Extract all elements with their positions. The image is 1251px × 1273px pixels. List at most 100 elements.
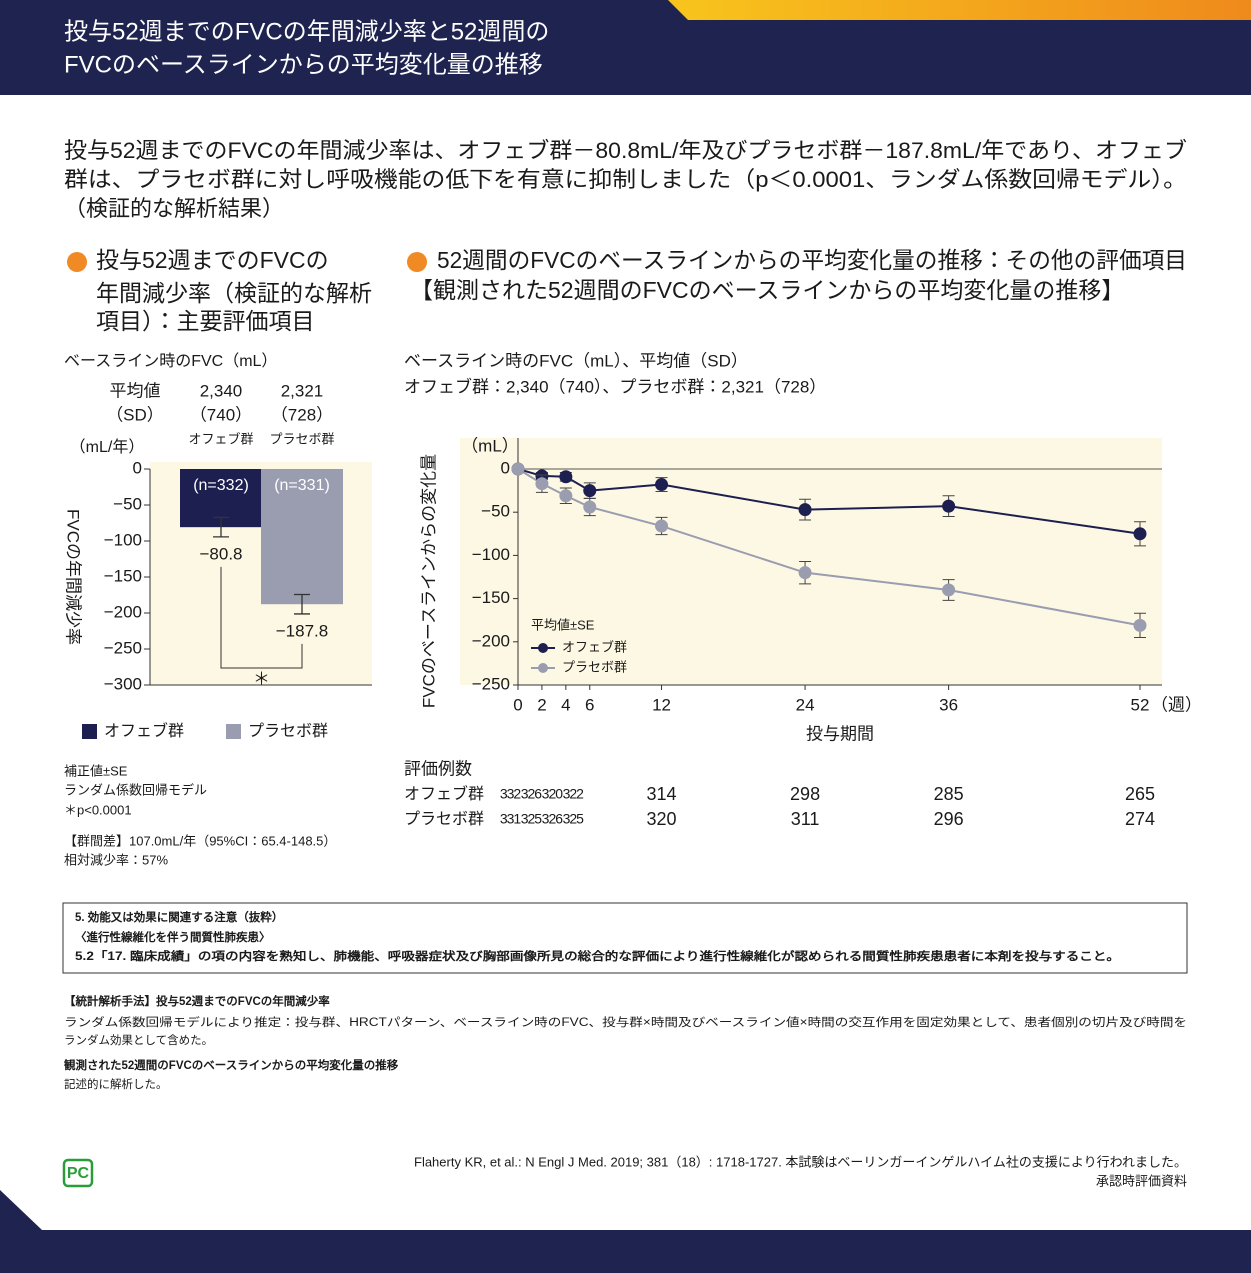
significance-bracket — [220, 566, 303, 669]
data-point — [942, 499, 956, 513]
baseline-title: ベースライン時のFVC（mL） — [64, 352, 277, 370]
x-tick-label: 12 — [652, 695, 671, 714]
data-point — [1133, 618, 1147, 632]
data-point — [559, 489, 573, 503]
table-row-name: プラセボ群 — [404, 810, 484, 828]
legend-swatch — [226, 724, 241, 739]
table-cell: 320 — [647, 809, 677, 829]
x-tick-label: 2 — [537, 695, 546, 714]
footnote: 相対減少率：57% — [64, 852, 168, 867]
legend-marker — [538, 663, 548, 673]
y-tick-label: −100 — [104, 530, 142, 549]
baseline-text: ベースライン時のFVC（mL）、平均値（SD） — [404, 351, 748, 370]
y-tick-label: −50 — [113, 494, 142, 513]
n-label: (n=331) — [274, 477, 330, 494]
table-cell: 331 — [500, 811, 522, 827]
methods-text: ランダム係数回帰モデルにより推定：投与群、HRCTパターン、ベースライン時のFV… — [64, 1015, 1187, 1029]
y-tick-label: −100 — [472, 545, 510, 564]
y-tick-label: −300 — [104, 674, 142, 693]
baseline-cell: （740） — [190, 405, 252, 424]
notes-box — [62, 902, 1188, 974]
significance: ＊ — [253, 669, 270, 688]
bar — [261, 469, 343, 605]
table-cell: 265 — [1125, 784, 1155, 804]
lead-text: 群は、プラセボ群に対し呼吸機能の低下を有意に抑制しました（p＜0.0001、ラン… — [64, 167, 1187, 192]
legend-label: プラセボ群 — [562, 659, 627, 674]
baseline-text: オフェブ群：2,340（740）、プラセボ群：2,321（728） — [404, 376, 826, 396]
y-tick-label: 0 — [501, 458, 510, 477]
data-point — [583, 484, 597, 498]
table-cell: 274 — [1125, 809, 1155, 829]
table-cell: 311 — [791, 809, 820, 829]
source: 承認時評価資料 — [1096, 1173, 1187, 1188]
y-tick-label: −150 — [472, 588, 510, 607]
category-label: オフェブ群 — [188, 431, 253, 446]
footnote: ランダム係数回帰モデル — [64, 782, 207, 797]
baseline-cell: （SD） — [106, 405, 164, 424]
baseline-cell: 平均値 — [110, 381, 161, 400]
legend-marker — [538, 643, 548, 653]
data-point — [511, 462, 525, 476]
bullet — [67, 252, 87, 272]
table-title: 評価例数 — [404, 759, 472, 778]
y-tick-label: −200 — [472, 631, 510, 650]
table-cell: 325 — [521, 811, 543, 827]
n-label: (n=332) — [193, 477, 249, 494]
footer-accent — [0, 1190, 42, 1230]
legend-label: オフェブ群 — [104, 721, 184, 740]
table-cell: 322 — [563, 786, 585, 802]
footnote: 【群間差】107.0mL/年（95%CI：65.4-148.5） — [64, 833, 336, 848]
baseline-cell: （728） — [271, 405, 333, 424]
y-tick-label: 0 — [133, 458, 142, 477]
header-title: 投与52週までのFVCの年間減少率と52週間の — [64, 18, 549, 45]
header-accent — [668, 0, 1251, 20]
legend-label: プラセボ群 — [248, 722, 328, 740]
citation: Flaherty KR, et al.: N Engl J Med. 2019;… — [414, 1154, 1187, 1169]
table-cell: 314 — [647, 784, 677, 804]
y-tick-label: −250 — [104, 638, 142, 657]
footnote: 補正値±SE — [64, 763, 128, 778]
table-cell: 320 — [542, 786, 564, 802]
x-unit: （週） — [1151, 695, 1202, 714]
table-cell: 326 — [542, 811, 564, 827]
section-heading: 【観測された52週間のFVCのベースラインからの平均変化量の推移】 — [410, 277, 1124, 303]
y-axis-label: FVCの年間減少率 — [64, 509, 83, 645]
data-point — [535, 477, 549, 491]
x-tick-label: 36 — [939, 695, 958, 714]
methods-heading: 【統計解析手法】投与52週までのFVCの年間減少率 — [64, 994, 330, 1008]
section-heading: 項目）：主要評価項目 — [96, 308, 315, 334]
data-point — [655, 478, 669, 492]
data-point — [583, 500, 597, 514]
x-tick-label: 0 — [513, 695, 522, 714]
methods-text: ランダム効果として含めた。 — [64, 1033, 213, 1047]
section-heading: 投与52週までのFVCの — [96, 247, 329, 273]
data-point — [942, 583, 956, 597]
error-bar — [294, 593, 310, 615]
x-tick-label: 4 — [561, 695, 570, 714]
y-axis-label: FVCのベースラインからの変化量 — [419, 454, 438, 708]
y-tick-label: −250 — [472, 674, 510, 693]
x-axis-label: 投与期間 — [806, 724, 874, 743]
footer-band — [0, 1230, 1251, 1273]
error-bar — [213, 516, 229, 538]
note-text: 〈進行性線維化を伴う間質性肺疾患〉 — [75, 930, 271, 944]
table-cell: 285 — [934, 784, 964, 804]
table-row-name: オフェブ群 — [404, 784, 484, 803]
y-unit: （mL/年） — [70, 438, 145, 456]
table-cell: 296 — [934, 809, 964, 829]
section-heading: 52週間のFVCのベースラインからの平均変化量の推移：その他の評価項目 — [437, 247, 1187, 273]
charts: ベースライン時のFVC（mL） 平均値 2,340 2,321 （SD） （740） （72… — [64, 351, 1202, 867]
table-cell: 326 — [521, 786, 543, 802]
footnote: ＊p<0.0001 — [64, 802, 132, 817]
logo-frame — [62, 1158, 94, 1188]
baseline-cell: 2,321 — [281, 381, 324, 400]
data-point — [798, 566, 812, 580]
note-text: 5. 効能又は効果に関連する注意（抜粋） — [75, 910, 283, 924]
category-label: プラセボ群 — [269, 431, 334, 446]
x-tick-label: 6 — [585, 695, 594, 714]
y-tick-label: −150 — [104, 566, 142, 585]
x-tick-label: 52 — [1131, 695, 1150, 714]
data-point — [559, 470, 573, 484]
y-unit: （mL） — [461, 436, 519, 455]
